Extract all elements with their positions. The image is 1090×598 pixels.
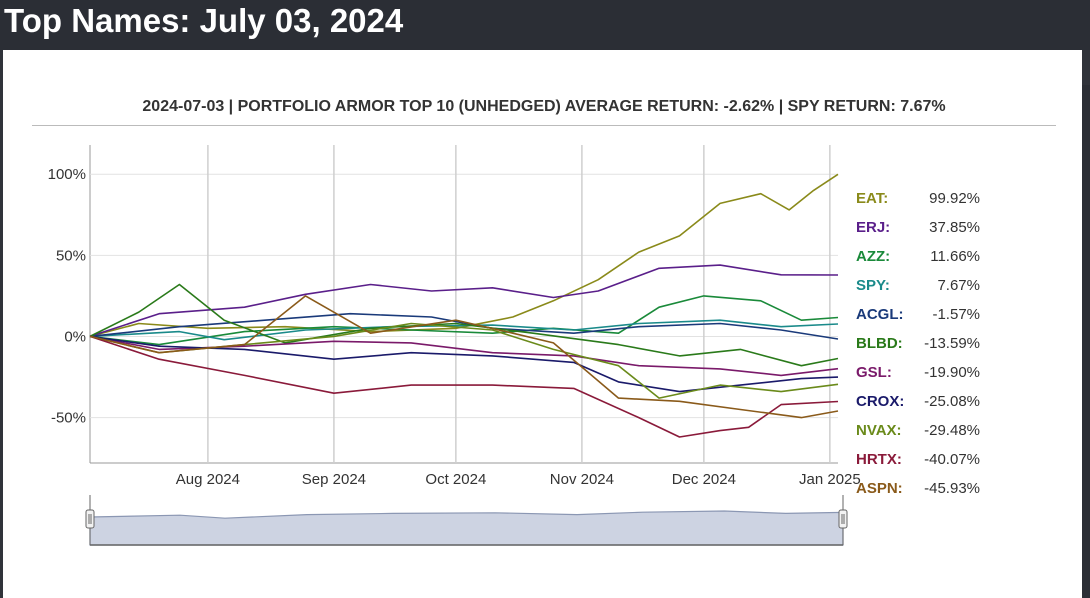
- x-tick-label: Nov 2024: [550, 471, 614, 488]
- x-tick-label: Dec 2024: [672, 471, 736, 488]
- y-tick-label: 0%: [64, 328, 86, 345]
- x-tick-label: Oct 2024: [425, 471, 486, 488]
- legend-item-acgl[interactable]: ACGL: -1.57%: [856, 306, 986, 335]
- legend-item-spy[interactable]: SPY: 7.67%: [856, 277, 986, 306]
- y-tick-label: 50%: [56, 247, 86, 264]
- legend-value: -29.48%: [924, 422, 980, 439]
- legend-ticker: GSL:: [856, 364, 892, 381]
- legend-value: -1.57%: [932, 306, 980, 323]
- legend-item-azz[interactable]: AZZ: 11.66%: [856, 248, 986, 277]
- x-axis-ticks: Aug 2024 Sep 2024 Oct 2024 Nov 2024 Dec 2024…: [176, 471, 861, 488]
- legend-ticker: ASPN:: [856, 480, 903, 497]
- legend-ticker: ERJ:: [856, 219, 891, 236]
- legend-item-hrtx[interactable]: HRTX: -40.07%: [856, 451, 986, 480]
- y-tick-label: -50%: [51, 410, 86, 427]
- legend-ticker: BLBD:: [856, 335, 903, 352]
- legend-ticker: NVAX:: [856, 422, 902, 439]
- legend-value: -19.90%: [924, 364, 980, 381]
- legend-ticker: AZZ:: [856, 248, 891, 265]
- legend-value: -13.59%: [924, 335, 980, 352]
- legend-ticker: CROX:: [856, 393, 905, 410]
- legend-value: -45.93%: [924, 480, 980, 497]
- legend-item-eat[interactable]: EAT: 99.92%: [856, 190, 986, 219]
- y-tick-label: 100%: [48, 166, 86, 183]
- navigator-right-handle[interactable]: [838, 509, 848, 529]
- legend-item-erj[interactable]: ERJ: 37.85%: [856, 219, 986, 248]
- legend: EAT: 99.92% ERJ: 37.85% AZZ: 11.66% SPY: 7.67% A…: [856, 190, 986, 509]
- legend-value: 11.66%: [930, 248, 980, 265]
- legend-value: 99.92%: [929, 190, 980, 207]
- x-tick-label: Sep 2024: [302, 471, 366, 488]
- legend-value: 7.67%: [937, 277, 980, 294]
- legend-ticker: ACGL:: [856, 306, 904, 323]
- legend-ticker: EAT:: [856, 190, 889, 207]
- legend-ticker: SPY:: [856, 277, 890, 294]
- series-line-gsl[interactable]: [89, 335, 839, 377]
- x-tick-label: Jan 2025: [799, 471, 861, 488]
- legend-item-blbd[interactable]: BLBD: -13.59%: [856, 335, 986, 364]
- legend-item-crox[interactable]: CROX: -25.08%: [856, 393, 986, 422]
- grid: [89, 145, 838, 464]
- series-line-hrtx[interactable]: [89, 335, 839, 438]
- legend-value: -25.08%: [924, 393, 980, 410]
- title-divider: [32, 125, 1056, 126]
- legend-ticker: HRTX:: [856, 451, 902, 468]
- series-line-blbd[interactable]: [89, 283, 839, 367]
- series-line-crox[interactable]: [89, 335, 839, 393]
- navigator[interactable]: [85, 495, 848, 546]
- legend-value: 37.85%: [929, 219, 980, 236]
- navigator-series-area: [89, 510, 844, 546]
- legend-item-aspn[interactable]: ASPN: -45.93%: [856, 480, 986, 509]
- series-line-eat[interactable]: [89, 173, 839, 338]
- header-bar: Top Names: July 03, 2024: [0, 0, 1090, 50]
- page-title: Top Names: July 03, 2024: [4, 2, 404, 39]
- series-line-aspn[interactable]: [89, 295, 839, 419]
- legend-value: -40.07%: [924, 451, 980, 468]
- x-tick-label: Aug 2024: [176, 471, 240, 488]
- chart-title: 2024-07-03 | PORTFOLIO ARMOR TOP 10 (UNH…: [142, 98, 946, 115]
- series-lines[interactable]: [89, 173, 839, 438]
- y-axis-ticks: 100% 50% 0% -50%: [48, 166, 86, 426]
- navigator-left-handle[interactable]: [85, 509, 95, 529]
- legend-item-gsl[interactable]: GSL: -19.90%: [856, 364, 986, 393]
- series-line-erj[interactable]: [89, 264, 839, 338]
- series-line-spy[interactable]: [89, 319, 839, 341]
- legend-item-nvax[interactable]: NVAX: -29.48%: [856, 422, 986, 451]
- scrollbar-track[interactable]: [1082, 85, 1090, 598]
